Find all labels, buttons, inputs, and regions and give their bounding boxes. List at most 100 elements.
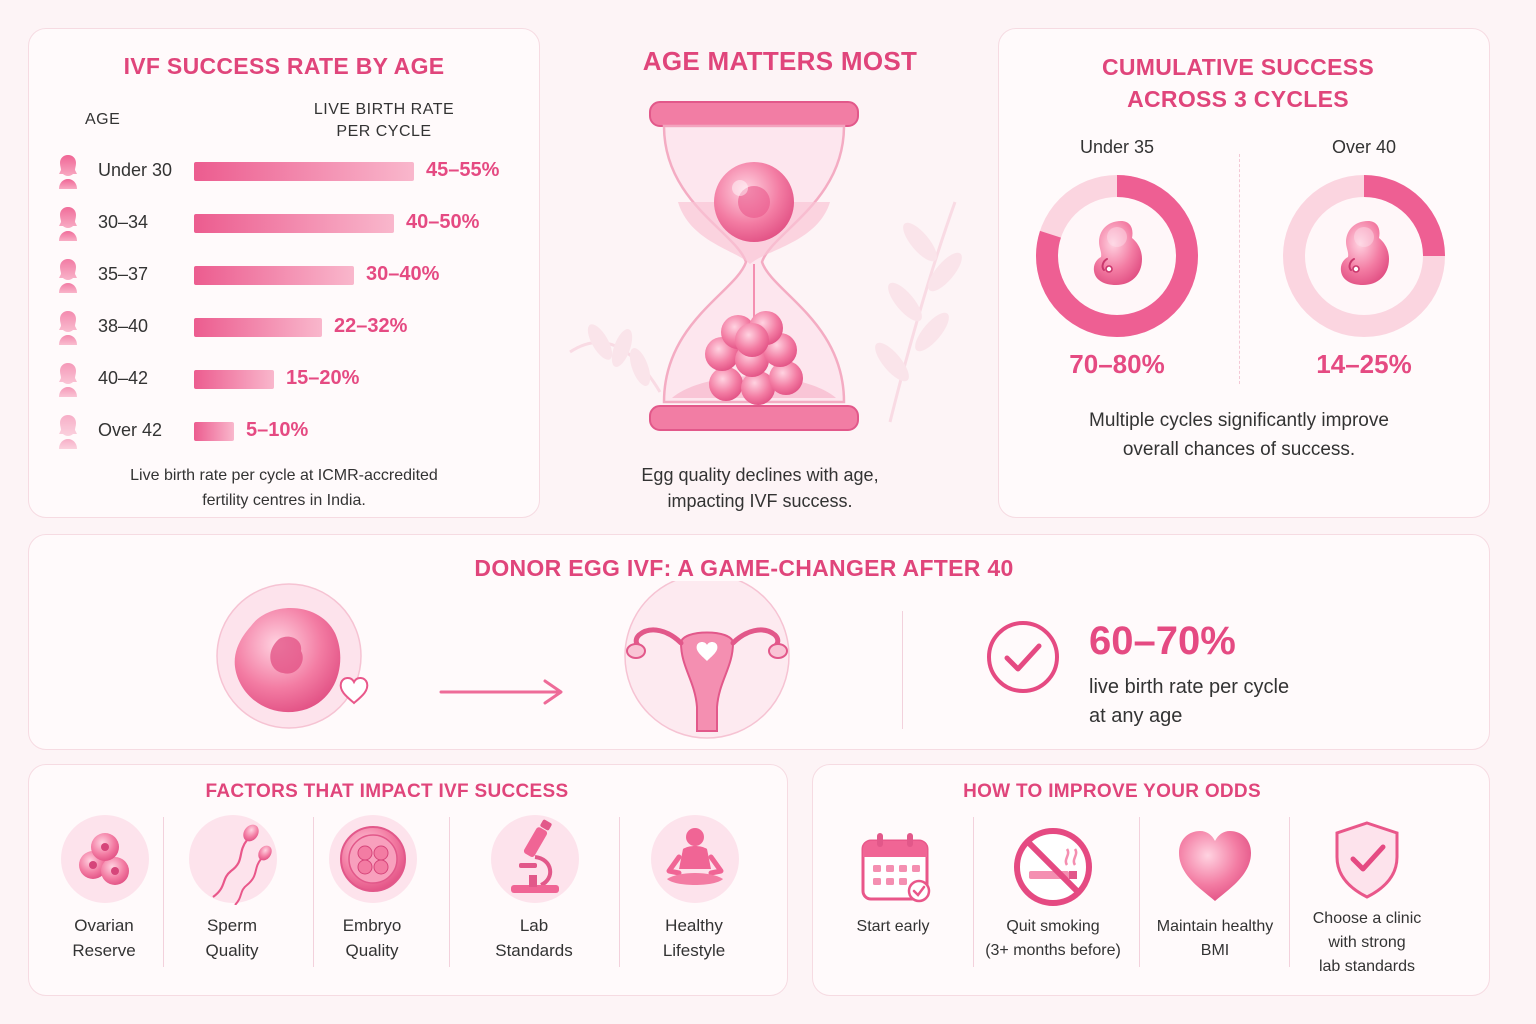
age-rate-value: 22–32% [334, 315, 408, 337]
hourglass-bottom-cap [649, 405, 859, 431]
no-smoking-icon [1014, 828, 1092, 906]
cumulative-group-label: Under 35 [1079, 137, 1155, 157]
tip-caption: Choose a clinic with strong lab standard… [1293, 907, 1441, 979]
factor-caption: Lab Standards [459, 913, 609, 963]
donor-divider [902, 611, 903, 729]
age-rate-value: 40–50% [406, 211, 480, 233]
age-matters-title: AGE MATTERS MOST [642, 46, 918, 76]
footnote-line2: fertility centres in India. [202, 492, 366, 509]
cumulative-note-line1: Multiple cycles significantly improve [1089, 410, 1389, 431]
donor-egg-card: DONOR EGG IVF: A GAME-CHANGER AFTER 40 6… [28, 534, 1490, 750]
donor-illustration [216, 581, 790, 739]
age-rate-bar [194, 422, 234, 441]
age-rate-value: 30–40% [366, 263, 440, 285]
microscope-icon [491, 815, 579, 903]
tip-caption-line1: Quit smoking [1006, 918, 1100, 935]
arrow-right-icon [439, 679, 563, 705]
factor-caption-line2: Quality [205, 941, 259, 960]
tip-divider [1139, 817, 1140, 967]
improve-odds-card: HOW TO IMPROVE YOUR ODDS Start early [812, 764, 1490, 996]
factor-divider [449, 817, 450, 967]
age-row: 35–37 30–40% [29, 255, 539, 295]
caption-line2: impacting IVF success. [667, 491, 853, 511]
age-chart-footnote: Live birth rate per cycle at ICMR-accred… [29, 463, 539, 513]
age-rate-value: 45–55% [426, 159, 500, 181]
factor-caption: Healthy Lifestyle [619, 913, 769, 963]
woman-icon [53, 205, 83, 241]
leaf-decoration-left [569, 324, 662, 393]
age-row: 38–40 22–32% [29, 307, 539, 347]
factor-divider [313, 817, 314, 967]
cumulative-ring [1283, 175, 1445, 337]
heart-icon [1179, 831, 1251, 901]
age-row: Under 30 45–55% [29, 151, 539, 191]
age-category-label: 35–37 [98, 264, 149, 284]
woman-icon [53, 413, 83, 449]
cumulative-group-label: Over 40 [1331, 137, 1397, 157]
cumulative-success-card: CUMULATIVE SUCCESS ACROSS 3 CYCLES Under… [998, 28, 1490, 518]
age-category-label: 30–34 [98, 212, 149, 232]
cumulative-title: CUMULATIVE SUCCESS ACROSS 3 CYCLES [999, 51, 1477, 115]
age-rate-bar [194, 162, 414, 181]
hourglass-top-cap [649, 101, 859, 127]
tip-caption: Start early [823, 915, 963, 939]
cumulative-ring [1036, 175, 1198, 337]
donor-description: live birth rate per cycle at any age [1089, 673, 1289, 731]
sperm-icon [189, 815, 277, 905]
caption-line1: Egg quality declines with age, [641, 465, 879, 485]
donor-title: DONOR EGG IVF: A GAME-CHANGER AFTER 40 [474, 555, 1014, 581]
factor-caption: Embryo Quality [297, 913, 447, 963]
age-rate-bar [194, 266, 354, 285]
tip-quit-smoking: Quit smoking (3+ months before) [973, 809, 1133, 989]
factors-card: FACTORS THAT IMPACT IVF SUCCESS Ovarian … [28, 764, 788, 996]
factor-caption-line2: Standards [495, 941, 573, 960]
factor-caption-line1: Healthy [665, 916, 723, 935]
tip-caption-line2: with strong [1328, 934, 1406, 951]
factor-caption-line1: Sperm [206, 916, 258, 935]
calendar-icon [861, 833, 931, 903]
meditation-icon [651, 815, 739, 903]
ring-success-arc [1283, 175, 1445, 337]
age-category-label: Over 42 [98, 420, 163, 440]
donor-desc-line2: at any age [1089, 705, 1183, 727]
factor-caption-line1: Embryo [342, 916, 402, 935]
egg-cluster [705, 311, 803, 405]
cumulative-rate-value: 14–25% [1316, 349, 1412, 379]
tip-healthy-bmi: Maintain healthy BMI [1143, 809, 1287, 989]
footnote-line1: Live birth rate per cycle at ICMR-accred… [130, 467, 438, 484]
age-row: Over 42 5–10% [29, 411, 539, 451]
heart-icon [339, 677, 369, 705]
age-rate-bar [194, 370, 274, 389]
tip-caption-line2: BMI [1200, 942, 1230, 959]
factor-divider [163, 817, 164, 967]
age-category-label: 40–42 [98, 368, 149, 388]
factor-caption-line2: Quality [345, 941, 399, 960]
age-row: 40–42 15–20% [29, 359, 539, 399]
uterus-icon [624, 581, 790, 739]
tip-caption: Maintain healthy BMI [1143, 915, 1287, 963]
factor-caption: Ovarian Reserve [29, 913, 179, 963]
cumulative-title-line1: CUMULATIVE SUCCESS [1101, 54, 1375, 80]
cumulative-rate-value: 70–80% [1069, 349, 1165, 379]
cumulative-note-line2: overall chances of success. [1122, 439, 1356, 460]
factor-healthy-lifestyle: Healthy Lifestyle [619, 809, 769, 989]
tip-caption-line1: Choose a clinic [1312, 910, 1422, 927]
check-circle-icon [987, 621, 1059, 693]
age-category-label: 38–40 [98, 316, 149, 336]
woman-icon [53, 257, 83, 293]
factor-caption-line2: Reserve [72, 941, 136, 960]
donor-desc-line1: live birth rate per cycle [1089, 676, 1290, 698]
ovary-cells-icon [61, 815, 149, 903]
donor-success-rate: 60–70% [1089, 619, 1236, 663]
column-header-rate: LIVE BIRTH RATE PER CYCLE [299, 99, 469, 143]
woman-icon [53, 153, 83, 189]
tip-caption-line1: Start early [856, 918, 930, 935]
tip-caption-line2: (3+ months before) [985, 942, 1121, 959]
age-rate-value: 15–20% [286, 367, 360, 389]
factor-sperm-quality: Sperm Quality [157, 809, 307, 989]
factor-ovarian-reserve: Ovarian Reserve [29, 809, 179, 989]
age-success-card: IVF SUCCESS RATE BY AGE AGE LIVE BIRTH R… [28, 28, 540, 518]
cumulative-divider [1239, 154, 1240, 384]
age-category-label: Under 30 [98, 160, 173, 180]
tip-divider [973, 817, 974, 967]
